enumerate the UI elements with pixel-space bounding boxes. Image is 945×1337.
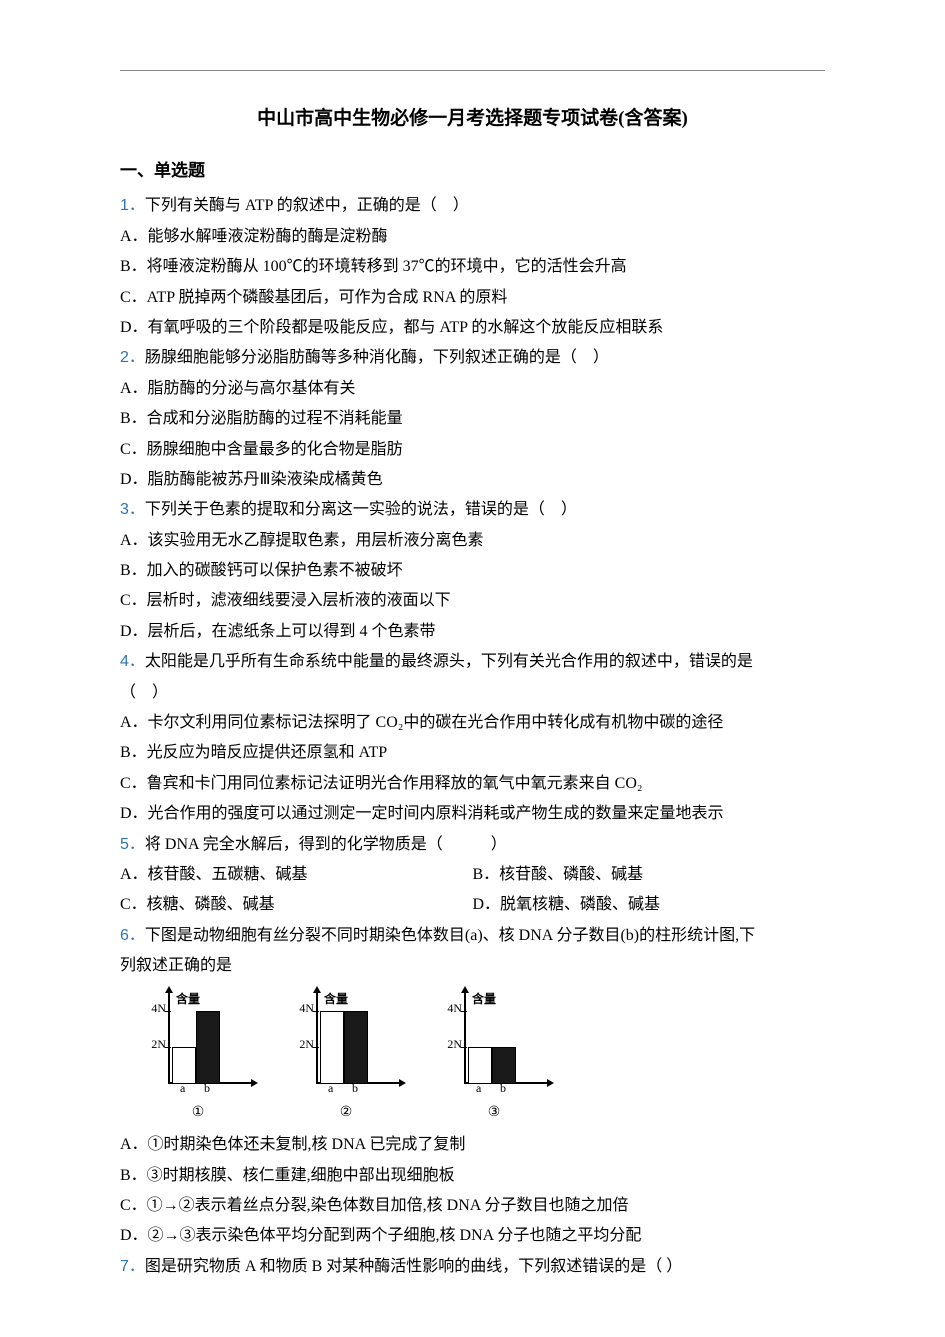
option: A．①时期染色体还未复制,核 DNA 已完成了复制 bbox=[120, 1130, 825, 1160]
page-title: 中山市高中生物必修一月考选择题专项试卷(含答案) bbox=[120, 101, 825, 137]
bar-chart: 含量 4N 2N ab① bbox=[138, 988, 258, 1127]
option: B．加入的碳酸钙可以保护色素不被破坏 bbox=[120, 556, 825, 586]
question-stem: 7．图是研究物质 A 和物质 B 对某种酶活性影响的曲线，下列叙述错误的是（ ） bbox=[120, 1252, 825, 1282]
y-tick-label: 2N bbox=[142, 1033, 166, 1056]
question-number: 5． bbox=[120, 836, 145, 853]
question-stem: 1．下列有关酶与 ATP 的叙述中，正确的是（ ） bbox=[120, 191, 825, 221]
option: D．有氧呼吸的三个阶段都是吸能反应，都与 ATP 的水解这个放能反应相联系 bbox=[120, 313, 825, 343]
option: C．层析时，滤液细线要浸入层析液的液面以下 bbox=[120, 586, 825, 616]
bar-charts-row: 含量4N2Nab①含量4N2Nab②含量4N2Nab③ bbox=[138, 988, 825, 1127]
question-number: 2． bbox=[120, 349, 145, 366]
stem-text: 下图是动物细胞有丝分裂不同时期染色体数目(a)、核 DNA 分子数目(b)的柱形… bbox=[145, 927, 755, 944]
question-stem: 6．下图是动物细胞有丝分裂不同时期染色体数目(a)、核 DNA 分子数目(b)的… bbox=[120, 921, 825, 951]
option: D．脂肪酶能被苏丹Ⅲ染液染成橘黄色 bbox=[120, 465, 825, 495]
question-number: 3． bbox=[120, 501, 145, 518]
y-axis-label: 含量 bbox=[472, 988, 496, 1011]
question-stem: 4．太阳能是几乎所有生命系统中能量的最终源头，下列有关光合作用的叙述中，错误的是 bbox=[120, 647, 825, 677]
option: C．ATP 脱掉两个磷酸基团后，可作为合成 RNA 的原料 bbox=[120, 283, 825, 313]
chart-index-label: ② bbox=[340, 1100, 353, 1127]
question-stem: 3．下列关于色素的提取和分离这一实验的说法，错误的是（ ） bbox=[120, 495, 825, 525]
option: B．核苷酸、磷酸、碱基 bbox=[473, 860, 826, 890]
x-tick-label: b bbox=[204, 1077, 210, 1100]
chart-index-label: ③ bbox=[488, 1100, 501, 1127]
stem-text: 下列关于色素的提取和分离这一实验的说法，错误的是（ ） bbox=[145, 501, 577, 518]
option: D．脱氧核糖、磷酸、碱基 bbox=[473, 890, 826, 920]
x-tick-label: a bbox=[328, 1077, 333, 1100]
bars-group bbox=[320, 1011, 368, 1083]
option: A．该实验用无水乙醇提取色素，用层析液分离色素 bbox=[120, 526, 825, 556]
option: A．脂肪酶的分泌与高尔基体有关 bbox=[120, 374, 825, 404]
y-tick-label: 2N bbox=[438, 1033, 462, 1056]
option: A．核苷酸、五碳糖、碱基 bbox=[120, 860, 473, 890]
stem-text: 肠腺细胞能够分泌脂肪酶等多种消化酶，下列叙述正确的是（ ） bbox=[145, 349, 609, 366]
stem-text: 图是研究物质 A 和物质 B 对某种酶活性影响的曲线，下列叙述错误的是（ ） bbox=[145, 1258, 682, 1275]
page-top-rule bbox=[120, 70, 825, 71]
y-tick-label: 4N bbox=[438, 997, 462, 1020]
y-axis-label: 含量 bbox=[176, 988, 200, 1011]
question-stem-cont: （ ） bbox=[120, 678, 825, 708]
option-row: A．核苷酸、五碳糖、碱基 B．核苷酸、磷酸、碱基 bbox=[120, 860, 825, 890]
option: B．光反应为暗反应提供还原氢和 ATP bbox=[120, 738, 825, 768]
option: C．①→②表示着丝点分裂,染色体数目加倍,核 DNA 分子数目也随之加倍 bbox=[120, 1191, 825, 1221]
option: A．能够水解唾液淀粉酶的酶是淀粉酶 bbox=[120, 222, 825, 252]
bar bbox=[320, 1011, 344, 1083]
stem-text: 下列有关酶与 ATP 的叙述中，正确的是（ ） bbox=[145, 197, 469, 214]
option: B．将唾液淀粉酶从 100℃的环境转移到 37℃的环境中，它的活性会升高 bbox=[120, 252, 825, 282]
x-tick-label: b bbox=[352, 1077, 358, 1100]
option: D．②→③表示染色体平均分配到两个子细胞,核 DNA 分子也随之平均分配 bbox=[120, 1221, 825, 1251]
question-stem-cont: 列叙述正确的是 bbox=[120, 951, 825, 981]
chart-area: 含量 4N 2N ab bbox=[138, 988, 258, 1098]
bar bbox=[196, 1011, 220, 1083]
y-tick-label: 4N bbox=[290, 997, 314, 1020]
question-stem: 5．将 DNA 完全水解后，得到的化学物质是（ ） bbox=[120, 830, 825, 860]
chart-area: 含量 4N 2N ab bbox=[286, 988, 406, 1098]
chart-area: 含量 4N 2N ab bbox=[434, 988, 554, 1098]
bar-chart: 含量 4N 2N ab② bbox=[286, 988, 406, 1127]
chart-index-label: ① bbox=[192, 1100, 205, 1127]
question-stem: 2．肠腺细胞能够分泌脂肪酶等多种消化酶，下列叙述正确的是（ ） bbox=[120, 343, 825, 373]
option: C．肠腺细胞中含量最多的化合物是脂肪 bbox=[120, 435, 825, 465]
option: C．核糖、磷酸、碱基 bbox=[120, 890, 473, 920]
bar bbox=[344, 1011, 368, 1083]
option: D．光合作用的强度可以通过测定一定时间内原料消耗或产物生成的数量来定量地表示 bbox=[120, 799, 825, 829]
question-number: 6． bbox=[120, 927, 145, 944]
option: B．③时期核膜、核仁重建,细胞中部出现细胞板 bbox=[120, 1161, 825, 1191]
x-tick-label: a bbox=[180, 1077, 185, 1100]
stem-text: 太阳能是几乎所有生命系统中能量的最终源头，下列有关光合作用的叙述中，错误的是 bbox=[145, 653, 753, 670]
option: A．卡尔文利用同位素标记法探明了 CO₂中的碳在光合作用中转化成有机物中碳的途径 bbox=[120, 708, 825, 738]
question-number: 7． bbox=[120, 1258, 145, 1275]
stem-text: 将 DNA 完全水解后，得到的化学物质是（ ） bbox=[145, 836, 507, 853]
x-tick-label: b bbox=[500, 1077, 506, 1100]
bar-chart: 含量 4N 2N ab③ bbox=[434, 988, 554, 1127]
question-number: 1． bbox=[120, 197, 145, 214]
bars-group bbox=[172, 1011, 220, 1083]
option: B．合成和分泌脂肪酶的过程不消耗能量 bbox=[120, 404, 825, 434]
y-tick-label: 4N bbox=[142, 997, 166, 1020]
y-axis-label: 含量 bbox=[324, 988, 348, 1011]
y-tick-label: 2N bbox=[290, 1033, 314, 1056]
option: D．层析后，在滤纸条上可以得到 4 个色素带 bbox=[120, 617, 825, 647]
option-row: C．核糖、磷酸、碱基 D．脱氧核糖、磷酸、碱基 bbox=[120, 890, 825, 920]
question-number: 4． bbox=[120, 653, 145, 670]
option: C．鲁宾和卡门用同位素标记法证明光合作用释放的氧气中氧元素来自 CO₂ bbox=[120, 769, 825, 799]
section-heading: 一、单选题 bbox=[120, 155, 825, 187]
x-tick-label: a bbox=[476, 1077, 481, 1100]
